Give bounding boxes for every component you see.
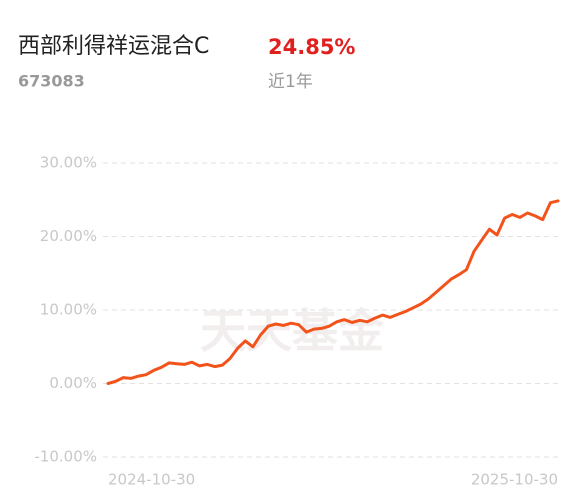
y-tick-label: 10.00% [40,301,97,319]
y-tick-label: -10.00% [34,448,97,466]
y-tick-label: 30.00% [40,154,97,172]
y-tick-label: 0.00% [49,374,97,392]
x-tick-label: 2025-10-30 [471,471,558,489]
line [106,199,560,385]
return-value: 24.85% [268,35,355,59]
fund-name: 西部利得祥运混合C [18,34,209,59]
fund-code: 673083 [18,72,85,91]
y-tick-label: 20.00% [40,227,97,245]
period: 近1年 [268,72,313,92]
watermark: 天天基金 [200,304,385,358]
x-tick-label: 2024-10-30 [108,471,195,489]
